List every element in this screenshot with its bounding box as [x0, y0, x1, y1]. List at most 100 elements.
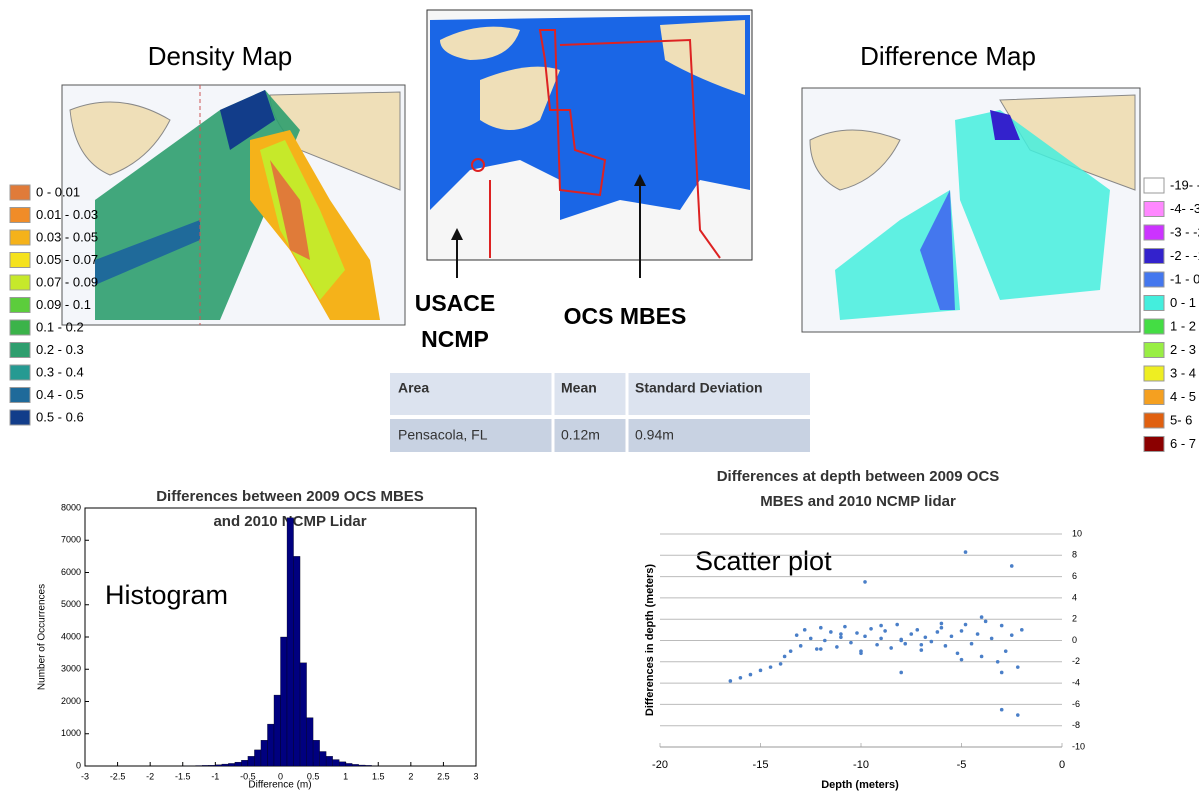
chart-annotation: Histogram [105, 580, 228, 610]
y-tick-label: -6 [1072, 699, 1080, 709]
x-tick-label: -0.5 [240, 771, 256, 781]
scatter-point [855, 631, 859, 635]
legend-label: 2 - 3 [1170, 342, 1196, 357]
scatter-point [975, 632, 980, 636]
legend-label: 0.2 - 0.3 [36, 342, 84, 357]
y-tick-label: 4 [1072, 592, 1077, 602]
y-tick-label: 2000 [61, 696, 81, 706]
scatter-point [758, 668, 763, 673]
scatter-point [983, 619, 988, 624]
legend-label: 1 - 2 [1170, 318, 1196, 333]
scatter-point [808, 636, 813, 641]
scatter-point [989, 636, 994, 641]
histogram-bar [338, 761, 346, 767]
table-header: Mean [561, 380, 597, 396]
legend-swatch [1143, 342, 1165, 358]
legends: 0 - 0.01 0.01 - 0.03 0.03 - 0.05 0.05 - 0.0… [9, 177, 1199, 452]
x-tick-label: -3 [81, 771, 89, 781]
scatter-point [823, 638, 827, 643]
legend-label: 4 - 5 [1170, 389, 1196, 404]
scatter-point [959, 629, 964, 633]
histogram-bar [293, 556, 301, 767]
legend-swatch [9, 274, 31, 291]
y-axis-label: Differences in depth (meters) [644, 564, 656, 717]
histogram-bar [260, 740, 268, 767]
legend-swatch [9, 229, 31, 246]
histogram-bar [306, 717, 314, 767]
scatter-point [875, 642, 879, 647]
histogram-bar [215, 764, 222, 767]
scatter-point [915, 628, 920, 632]
scatter-point [935, 630, 940, 634]
scatter-point [889, 646, 893, 650]
x-tick-label: -1.5 [175, 771, 191, 781]
scatter-point [959, 657, 964, 662]
legend-label: 0.03 - 0.05 [36, 229, 98, 244]
scatter-point [819, 647, 823, 651]
legend-swatch [1143, 318, 1165, 335]
histogram-bar [365, 765, 372, 767]
legend-swatch [9, 252, 31, 268]
legend-label: 0.01 - 0.03 [36, 207, 98, 222]
legend-swatch [9, 364, 31, 381]
legend-label: 0 - 1 [1170, 295, 1196, 310]
y-tick-label: 10 [1072, 528, 1082, 538]
legend-label: 6 - 7 [1170, 436, 1196, 451]
density-map [61, 84, 406, 326]
y-tick-label: 8 [1072, 550, 1077, 560]
legend-swatch [1143, 295, 1165, 311]
y-tick-label: -4 [1072, 677, 1080, 687]
legend-swatch [1143, 389, 1165, 405]
legend-label: 0.07 - 0.09 [36, 274, 98, 289]
scatter-point [969, 641, 974, 646]
histogram-bar [254, 749, 262, 767]
chart-title: Differences at depth between 2009 OCS [717, 468, 1000, 485]
scatter-point [883, 629, 887, 633]
scatter-point [829, 630, 833, 634]
y-tick-label: -8 [1072, 720, 1080, 730]
scatter-point [778, 662, 783, 666]
y-tick-label: -10 [1072, 741, 1085, 751]
legend-label: 0.5 - 0.6 [36, 409, 84, 424]
legend-swatch [9, 319, 31, 336]
scatter-point [1015, 665, 1020, 669]
scatter-point [999, 623, 1004, 628]
x-tick-label: 0.5 [307, 771, 320, 781]
scatter-point [1003, 649, 1008, 653]
scatter-point [879, 623, 883, 628]
scatter-point [835, 645, 839, 649]
scatter-point [814, 647, 819, 651]
scatter-point [802, 628, 807, 632]
scatter-point [979, 654, 984, 659]
legend-label: -2 - -1 [1170, 248, 1199, 263]
histogram-bar [332, 759, 340, 767]
histogram-bar [345, 763, 353, 767]
legend-label: 3 - 4 [1170, 365, 1196, 380]
legend-swatch [9, 409, 31, 426]
chart-title: MBES and 2010 NCMP lidar [760, 493, 956, 510]
scatter-point [798, 644, 803, 648]
legend-label: -3 - -2 [1170, 224, 1199, 239]
legend-swatch [1143, 436, 1165, 452]
legend-swatch [9, 387, 31, 403]
legend-swatch [1143, 201, 1165, 217]
scatter-point [923, 635, 928, 640]
map-label: NCMP [421, 326, 489, 352]
scatter-point [929, 639, 934, 644]
legend-swatch [1143, 412, 1165, 429]
map-title: Density Map [148, 41, 293, 71]
x-tick-label: 1.5 [372, 771, 385, 781]
y-tick-label: 0 [76, 760, 81, 770]
table-cell: Pensacola, FL [398, 427, 488, 443]
scatter-point [895, 622, 899, 627]
scatter-point [1009, 633, 1014, 637]
scatter-point [909, 632, 914, 636]
scatter-point [819, 625, 823, 630]
histogram-bar [299, 662, 307, 767]
x-tick-label: 2 [408, 771, 413, 781]
table-cell: 0.94m [635, 427, 674, 443]
scatter-point [939, 621, 944, 626]
table-cell: 0.12m [561, 427, 600, 443]
